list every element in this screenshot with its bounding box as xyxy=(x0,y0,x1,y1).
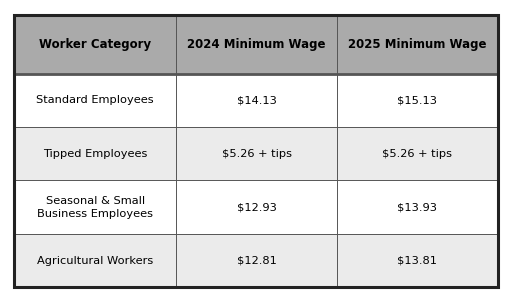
Text: $5.26 + tips: $5.26 + tips xyxy=(222,149,292,159)
Text: Agricultural Workers: Agricultural Workers xyxy=(37,255,154,266)
Text: Worker Category: Worker Category xyxy=(39,37,152,51)
Text: $15.13: $15.13 xyxy=(397,95,437,105)
Text: Tipped Employees: Tipped Employees xyxy=(43,149,147,159)
Text: $13.81: $13.81 xyxy=(397,255,437,266)
Text: Seasonal & Small
Business Employees: Seasonal & Small Business Employees xyxy=(37,196,153,219)
Text: $13.93: $13.93 xyxy=(397,202,437,212)
Text: $5.26 + tips: $5.26 + tips xyxy=(382,149,453,159)
Bar xyxy=(14,74,498,127)
Text: 2025 Minimum Wage: 2025 Minimum Wage xyxy=(348,37,487,51)
Text: $14.13: $14.13 xyxy=(237,95,276,105)
Bar xyxy=(14,127,498,181)
Bar xyxy=(14,234,498,288)
Text: Standard Employees: Standard Employees xyxy=(36,95,154,105)
Bar xyxy=(14,14,498,74)
Bar xyxy=(14,180,498,234)
Text: 2024 Minimum Wage: 2024 Minimum Wage xyxy=(187,37,326,51)
Text: $12.93: $12.93 xyxy=(237,202,276,212)
Text: $12.81: $12.81 xyxy=(237,255,276,266)
